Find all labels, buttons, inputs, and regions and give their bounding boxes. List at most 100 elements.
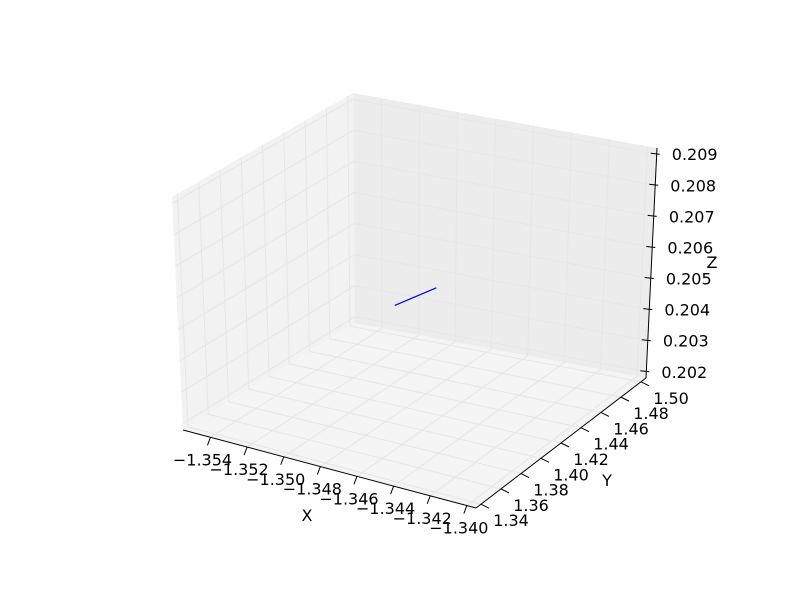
z-axis-label: Z <box>707 253 718 272</box>
z-tick-mark <box>641 339 651 342</box>
x-tick-label: −1.344 <box>356 499 415 518</box>
x-tick-mark <box>463 505 468 514</box>
y-grid-left-line <box>176 193 189 427</box>
z-tick-mark <box>646 245 656 248</box>
x-axis-label: X <box>302 506 313 525</box>
y-tick-mark <box>620 396 630 402</box>
z-tick-label: 0.202 <box>661 363 707 382</box>
y-tick-label: 1.38 <box>533 481 569 500</box>
y-tick-label: 1.40 <box>553 465 589 484</box>
z-tick-mark <box>647 214 657 217</box>
x-tick-label: −1.348 <box>283 480 342 499</box>
z-tick-label: 0.203 <box>663 332 709 351</box>
x-grid-back-line <box>636 146 648 377</box>
z-grid-left-line <box>175 160 354 267</box>
y-tick-mark <box>480 503 490 509</box>
x-tick-label: −1.346 <box>319 489 378 508</box>
x-tick-mark <box>426 495 431 504</box>
x-grid-back-line <box>563 132 572 363</box>
y-grid-left-line <box>325 108 331 339</box>
x-tick-mark <box>316 466 321 475</box>
y-tick-mark <box>500 488 510 494</box>
x-grid-back-line <box>454 111 458 342</box>
x-grid-back-line <box>600 139 610 370</box>
z-grid-back-line <box>353 129 656 186</box>
tick-marks <box>207 152 660 514</box>
y-grid-floor-line <box>248 388 542 459</box>
z-grid-back-line <box>353 160 654 217</box>
y-tick-mark <box>520 473 530 479</box>
y-grid-left-line <box>219 169 230 402</box>
floor-pane <box>183 323 646 508</box>
grid-lines <box>172 96 657 506</box>
y-axis-label: Y <box>601 471 612 490</box>
y-grid-floor-line <box>208 413 502 490</box>
z-grid-back-line <box>354 223 651 280</box>
y-tick-mark <box>600 411 610 417</box>
x-tick-mark <box>207 437 211 446</box>
x-grid-back-line <box>418 105 420 336</box>
y-tick-mark <box>580 427 590 433</box>
y-grid-floor-line <box>329 338 622 398</box>
x-tick-label: −1.352 <box>209 460 268 479</box>
z-grid-left-line <box>182 316 356 425</box>
y-grid-floor-line <box>289 363 582 429</box>
y-tick-label: 1.48 <box>633 404 669 423</box>
y-grid-left-line <box>347 96 351 327</box>
z-grid-back-line <box>354 254 650 311</box>
y-grid-floor-line <box>268 376 562 444</box>
y-grid-left-line <box>240 157 250 390</box>
x-tick-label: −1.350 <box>246 470 305 489</box>
x-grid-back-line <box>527 125 534 356</box>
y-grid-floor-line <box>187 426 482 505</box>
z-grid-left-line <box>180 285 355 393</box>
y-tick-label: 1.34 <box>493 511 529 530</box>
x-tick-label: −1.340 <box>429 519 488 538</box>
x-tick-mark <box>390 485 395 495</box>
z-tick-label: 0.204 <box>664 301 710 320</box>
z-grid-left-line <box>176 192 355 299</box>
x-grid-back-line <box>381 98 383 329</box>
x-tick-mark <box>243 446 248 456</box>
y-tick-label: 1.42 <box>573 450 609 469</box>
y-grid-floor-line <box>228 401 522 475</box>
y-grid-floor-line <box>349 325 642 383</box>
y-tick-label: 1.50 <box>653 389 689 408</box>
axes-panes <box>172 93 657 508</box>
y-tick-label: 1.36 <box>513 496 549 515</box>
z-tick-mark <box>644 277 654 280</box>
x-tick-label: −1.342 <box>393 509 452 528</box>
y-tick-mark <box>560 442 570 448</box>
series-line <box>394 287 437 307</box>
z-tick-mark <box>649 183 659 186</box>
y-tick-label: 1.46 <box>613 419 649 438</box>
z-grid-back-line <box>352 98 657 155</box>
x-grid-back-line <box>490 118 496 349</box>
y-grid-left-line <box>198 181 209 415</box>
z-grid-left-line <box>179 254 355 362</box>
y-grid-left-line <box>262 144 270 377</box>
data-layer <box>394 287 437 307</box>
z-axis-line <box>645 147 658 379</box>
z-tick-mark <box>650 152 660 155</box>
z-grid-left-line <box>172 98 354 204</box>
y-grid-left-line <box>304 120 310 352</box>
y-tick-label: 1.44 <box>593 435 629 454</box>
x-tick-mark <box>280 456 285 465</box>
z-tick-mark <box>640 370 650 373</box>
z-grid-back-line <box>354 316 647 373</box>
z-tick-label: 0.207 <box>669 207 715 226</box>
z-grid-left-line <box>173 129 354 236</box>
z-grid-left-line <box>177 223 355 330</box>
z-tick-label: 0.205 <box>666 270 712 289</box>
x-axis-line <box>182 429 477 509</box>
z-tick-mark <box>643 308 653 311</box>
z-grid-back-line <box>354 285 648 342</box>
y-tick-mark <box>640 381 650 387</box>
x-tick-mark <box>353 476 358 485</box>
back-pane <box>353 93 657 378</box>
z-tick-label: 0.206 <box>667 238 713 257</box>
z-tick-label: 0.208 <box>670 176 716 195</box>
x-tick-label: −1.354 <box>173 450 232 469</box>
